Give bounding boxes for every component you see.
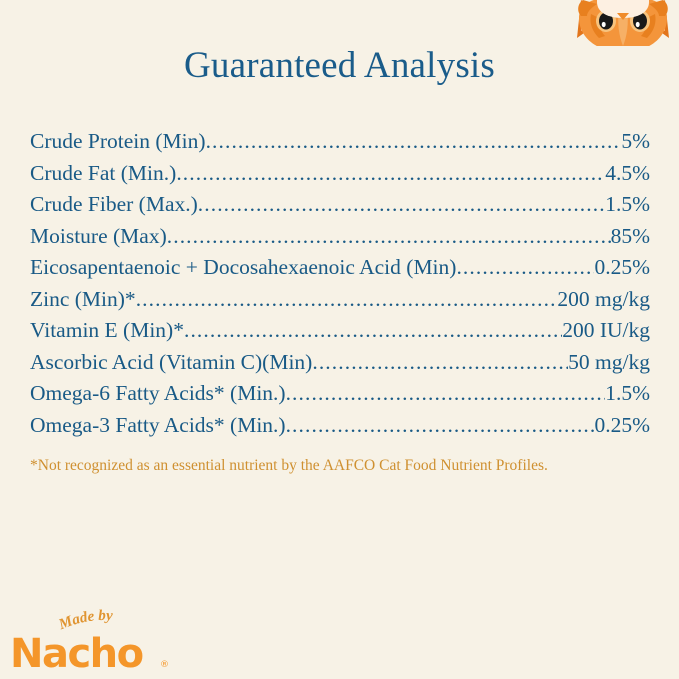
analysis-row: Omega-3 Fatty Acids* (Min.) ............… [30, 410, 650, 442]
analysis-row: Moisture (Max) .........................… [30, 221, 650, 253]
logo-brand-wordmark: Nacho [10, 631, 144, 677]
dot-leader: ........................................… [285, 412, 595, 437]
registered-trademark-icon: ® [160, 660, 169, 670]
nutrient-label: Moisture (Max) [30, 223, 167, 248]
dot-leader: ........................................… [135, 286, 558, 311]
dot-leader: ........................................… [205, 129, 622, 153]
nutrient-value: 5% [621, 129, 650, 153]
nutrient-label: Omega-3 Fatty Acids* (Min.) [30, 412, 286, 437]
dot-leader: ........................................… [183, 318, 562, 342]
nutrient-value: 1.5% [605, 381, 650, 405]
analysis-row: Crude Protein (Min) ....................… [30, 126, 650, 158]
analysis-row: Crude Fiber (Max.) .....................… [30, 189, 650, 221]
nutrient-value: 85% [610, 223, 650, 248]
dot-leader: ........................................… [285, 381, 606, 405]
dot-leader: ........................................… [197, 192, 606, 216]
cat-face-icon [575, 0, 671, 46]
nutrient-value: 4.5% [605, 160, 650, 185]
footnote-text: *Not recognized as an essential nutrient… [30, 457, 548, 474]
nutrient-label: Vitamin E (Min)* [30, 318, 184, 342]
nutrient-value: 50 mg/kg [568, 349, 650, 374]
analysis-row: Omega-6 Fatty Acids* (Min.) ............… [30, 378, 650, 410]
nutrient-value: 200 mg/kg [557, 286, 650, 311]
nutrient-value: 0.25% [594, 255, 650, 279]
analysis-row: Zinc (Min)* ............................… [30, 284, 650, 316]
nutrient-label: Crude Fat (Min.) [30, 160, 177, 185]
logo-made-by-label: Made by [56, 608, 114, 634]
dot-leader: ........................................… [312, 349, 568, 374]
nutrient-label: Crude Fiber (Max.) [30, 192, 198, 216]
nutrient-value: 200 IU/kg [562, 318, 650, 342]
brand-logo: Made by Nacho ® [10, 608, 185, 677]
nutrient-label: Ascorbic Acid (Vitamin C)(Min) [30, 349, 313, 374]
analysis-row: Ascorbic Acid (Vitamin C)(Min) .........… [30, 347, 650, 379]
logo-made-by-text: Made by [54, 608, 154, 636]
dot-leader: ........................................… [166, 223, 611, 248]
nutrient-label: Omega-6 Fatty Acids* (Min.) [30, 381, 286, 405]
guaranteed-analysis-list: Crude Protein (Min) ....................… [30, 126, 650, 441]
nutrient-value: 0.25% [594, 412, 650, 437]
nutrient-label: Zinc (Min)* [30, 286, 136, 311]
analysis-row: Vitamin E (Min)* .......................… [30, 315, 650, 347]
analysis-row: Eicosapentaenoic + Docosahexaenoic Acid … [30, 252, 650, 284]
nutrient-label: Eicosapentaenoic + Docosahexaenoic Acid … [30, 255, 457, 279]
analysis-row: Crude Fat (Min.) .......................… [30, 158, 650, 190]
dot-leader: ........................................… [176, 160, 605, 185]
page-title: Guaranteed Analysis [183, 45, 496, 86]
dot-leader: ........................................… [456, 255, 595, 279]
nutrient-value: 1.5% [605, 192, 650, 216]
nutrient-label: Crude Protein (Min) [30, 129, 206, 153]
